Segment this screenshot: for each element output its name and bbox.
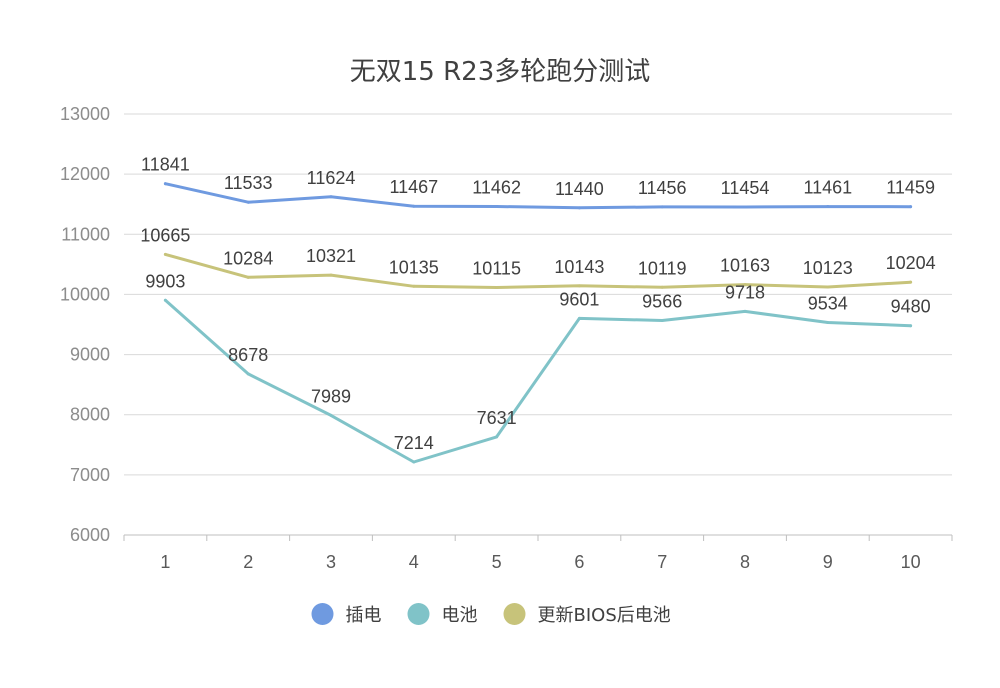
data-label: 10163 xyxy=(720,256,770,276)
data-label: 11467 xyxy=(389,177,438,197)
data-label: 11459 xyxy=(886,178,935,198)
legend-item-2: 电池 xyxy=(407,603,478,626)
x-axis: 1 2 3 4 5 6 7 8 9 10 xyxy=(123,535,953,572)
y-tick-label: 7000 xyxy=(70,465,110,485)
y-tick-label: 11000 xyxy=(61,224,110,244)
data-label: 10115 xyxy=(472,259,521,279)
data-label: 7631 xyxy=(477,408,517,428)
data-point xyxy=(495,286,499,290)
x-tick-label: 8 xyxy=(740,552,750,572)
data-label: 10665 xyxy=(140,225,190,245)
legend-marker xyxy=(407,603,430,625)
legend-label: 更新BIOS后电池 xyxy=(538,605,671,626)
legend-item-3: 更新BIOS后电池 xyxy=(503,603,671,626)
legend: 插电 电池 更新BIOS后电池 xyxy=(311,603,671,626)
data-point xyxy=(329,273,333,277)
x-tick-label: 5 xyxy=(492,552,502,572)
gridlines xyxy=(124,113,952,536)
data-point xyxy=(163,182,167,186)
data-label: 11456 xyxy=(638,178,687,198)
data-label: 11624 xyxy=(307,168,356,188)
y-tick-label: 9000 xyxy=(70,345,110,365)
data-label: 10204 xyxy=(886,253,936,273)
legend-label: 电池 xyxy=(442,605,478,626)
y-tick-label: 8000 xyxy=(70,405,110,425)
data-point xyxy=(909,324,913,328)
data-label: 10123 xyxy=(803,258,853,278)
data-label: 10284 xyxy=(223,248,273,268)
data-point xyxy=(246,200,250,204)
y-tick-label: 10000 xyxy=(60,284,110,304)
data-point xyxy=(743,205,747,209)
x-tick-label: 3 xyxy=(326,552,336,572)
data-point xyxy=(660,285,664,289)
data-label: 9534 xyxy=(808,293,848,313)
x-tick-label: 2 xyxy=(243,552,253,572)
series-line-2 xyxy=(163,298,913,464)
chart-title: 无双15 R23多轮跑分测试 xyxy=(350,57,651,87)
data-label: 9601 xyxy=(559,289,599,309)
data-point xyxy=(412,204,416,208)
data-label: 9480 xyxy=(891,297,931,317)
data-point xyxy=(826,320,830,324)
data-point xyxy=(163,298,167,302)
data-label: 11462 xyxy=(472,177,521,197)
y-tick-label: 13000 xyxy=(60,104,110,124)
x-tick-label: 9 xyxy=(823,552,833,572)
data-label: 9566 xyxy=(642,292,682,312)
data-label: 11841 xyxy=(141,155,190,175)
data-point xyxy=(329,413,333,417)
data-point xyxy=(577,316,581,320)
data-point xyxy=(246,372,250,376)
data-label: 10135 xyxy=(389,257,439,277)
data-point xyxy=(246,275,250,279)
data-labels: 11841 11533 11624 11467 11462 11440 11456 11454… xyxy=(140,155,935,453)
y-axis: 6000 7000 8000 9000 10000 11000 12000 13000 xyxy=(60,104,110,545)
y-tick-label: 6000 xyxy=(70,525,110,545)
data-label: 10321 xyxy=(306,246,356,266)
data-point xyxy=(660,205,664,209)
data-label: 10143 xyxy=(554,257,604,277)
legend-label: 插电 xyxy=(346,605,382,626)
data-point xyxy=(163,252,167,256)
data-label: 11454 xyxy=(721,178,770,198)
data-point xyxy=(909,280,913,284)
legend-marker xyxy=(311,603,334,625)
data-point xyxy=(495,435,499,439)
data-label: 8678 xyxy=(228,345,268,365)
data-label: 9718 xyxy=(725,282,765,302)
data-label: 7214 xyxy=(394,433,434,453)
x-tick-label: 10 xyxy=(901,552,921,572)
x-tick-label: 7 xyxy=(657,552,667,572)
data-point xyxy=(412,460,416,464)
y-tick-label: 12000 xyxy=(60,164,110,184)
series-lines xyxy=(163,182,913,464)
data-point xyxy=(577,206,581,210)
data-point xyxy=(826,285,830,289)
legend-marker xyxy=(503,603,526,625)
data-label: 11461 xyxy=(803,178,852,198)
data-label: 7989 xyxy=(311,386,351,406)
data-label: 11533 xyxy=(224,173,273,193)
data-point xyxy=(660,319,664,323)
data-label: 10119 xyxy=(638,258,687,278)
data-point xyxy=(329,195,333,199)
data-label: 11440 xyxy=(555,179,604,199)
data-point xyxy=(412,284,416,288)
data-label: 9903 xyxy=(145,271,185,291)
data-point xyxy=(909,205,913,209)
data-point xyxy=(743,283,747,287)
data-point xyxy=(743,309,747,313)
series-line-1 xyxy=(163,182,913,210)
data-point xyxy=(495,204,499,208)
data-point xyxy=(826,205,830,209)
x-tick-label: 4 xyxy=(409,552,419,572)
x-tick-label: 1 xyxy=(160,552,170,572)
data-point xyxy=(577,284,581,288)
x-tick-label: 6 xyxy=(574,552,584,572)
legend-item-1: 插电 xyxy=(311,603,382,626)
series-line-3 xyxy=(163,252,913,289)
